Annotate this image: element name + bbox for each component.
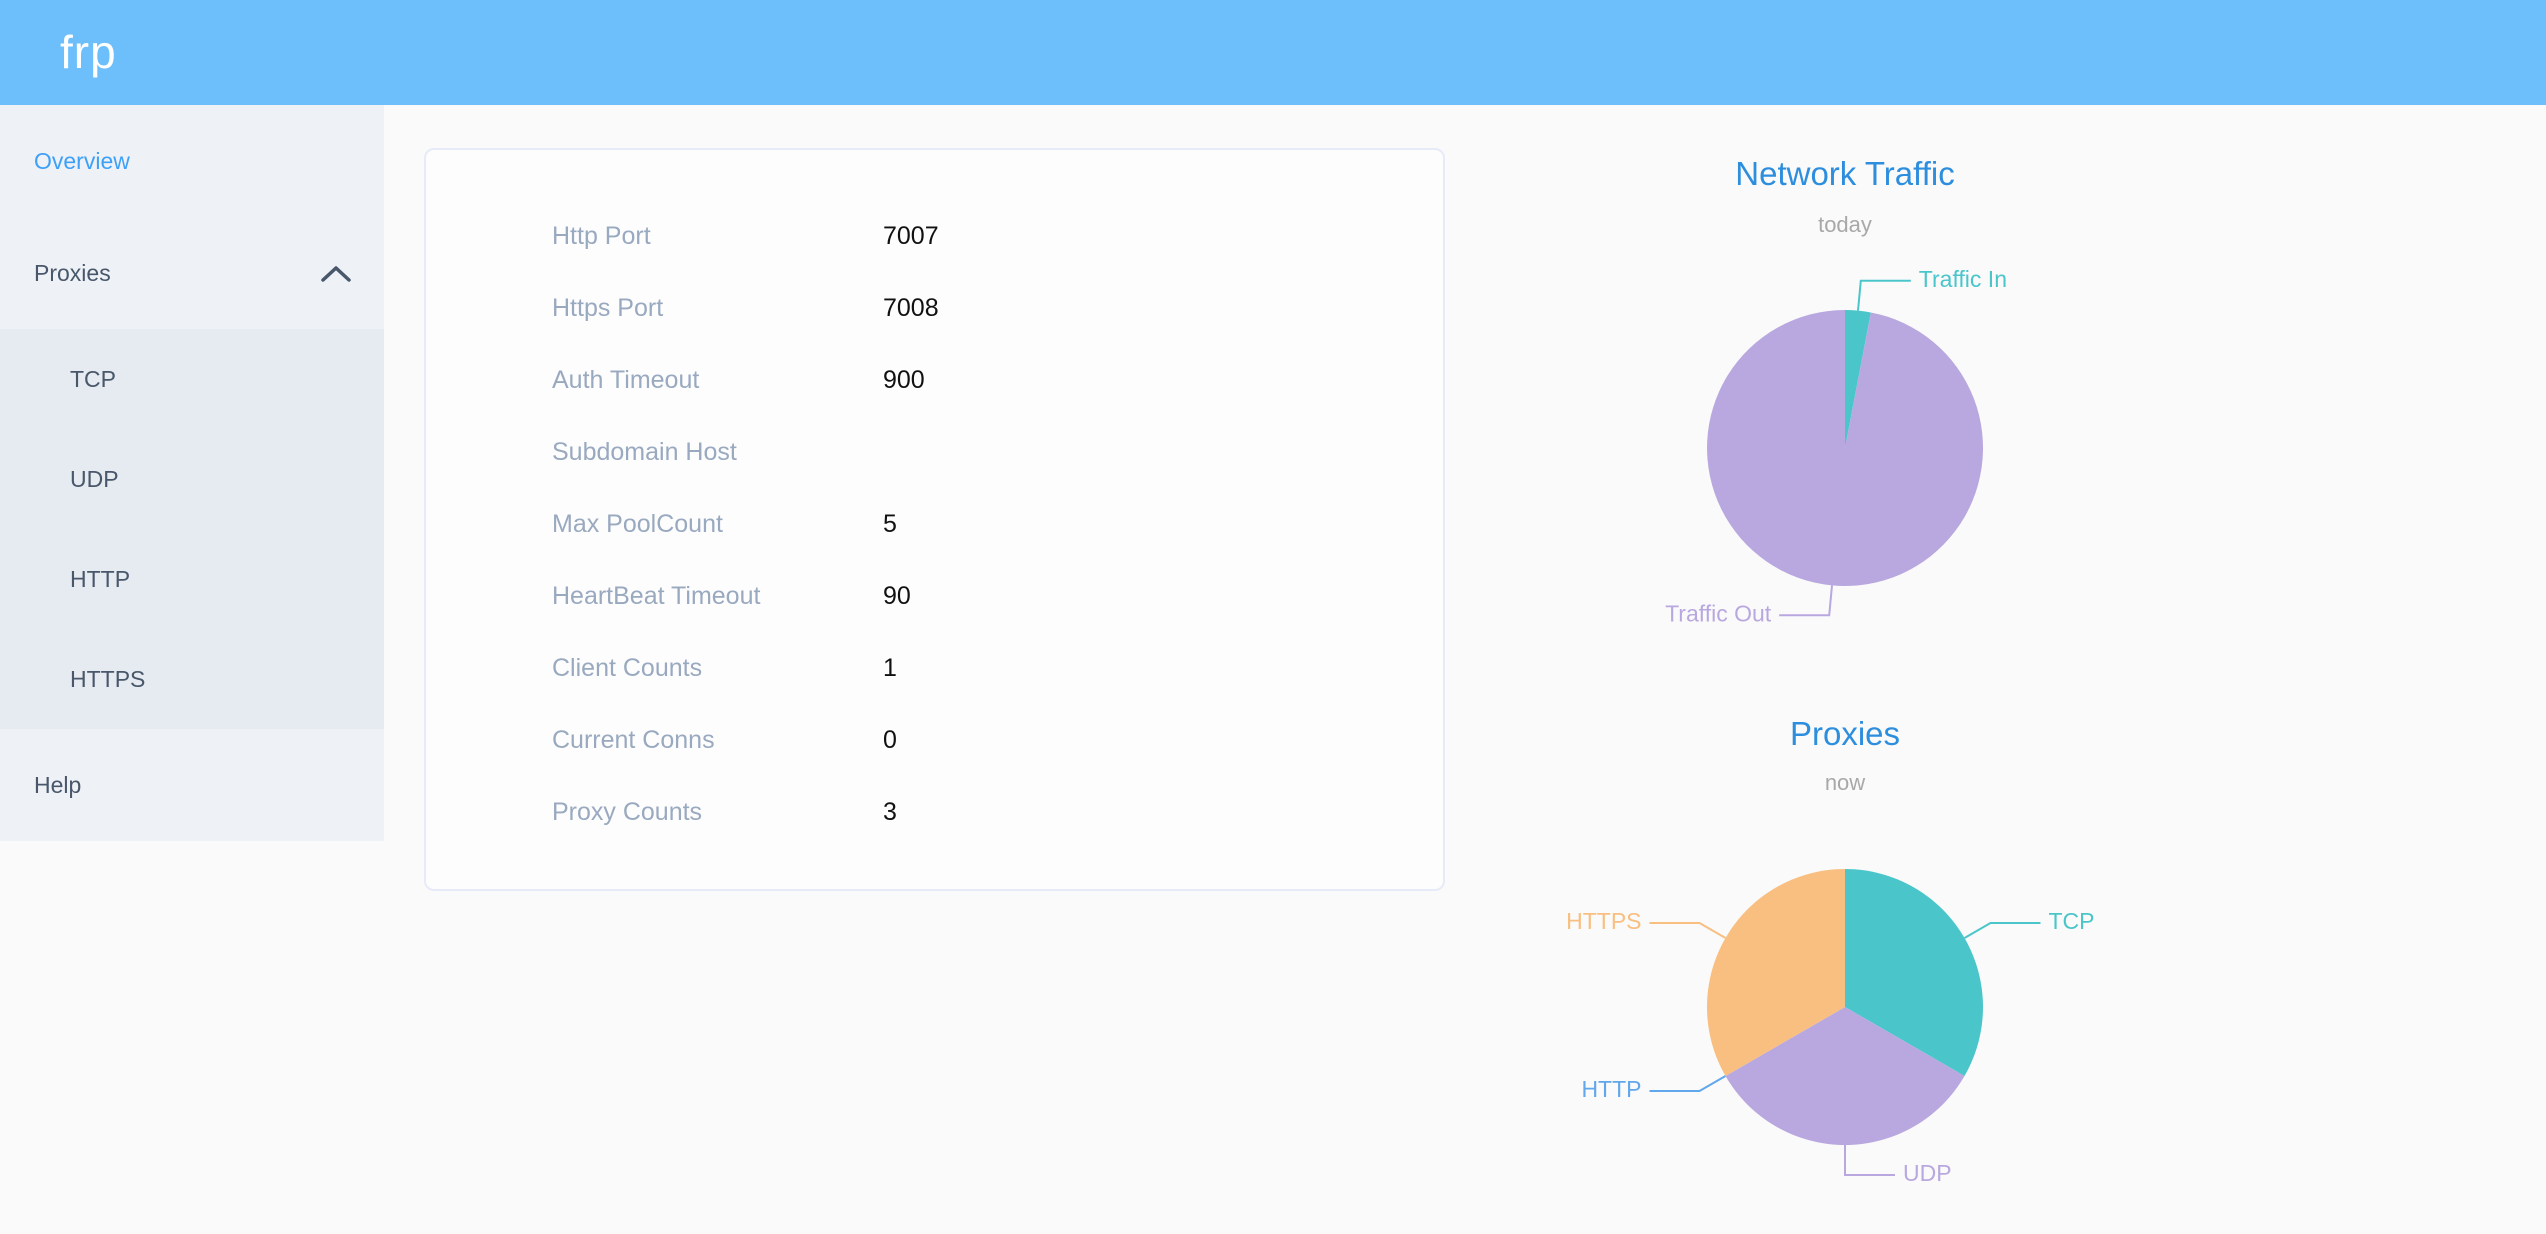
pie-label-line-udp bbox=[1844, 1145, 1895, 1176]
server-info-card: Http Port 7007 Https Port 7008 Auth Time… bbox=[424, 148, 1445, 891]
proxies-subtitle: now bbox=[1824, 770, 1866, 795]
proxies-submenu: TCP UDP HTTP HTTPS bbox=[0, 329, 384, 729]
sidebar-item-help-label: Help bbox=[34, 772, 82, 798]
info-row-current-conns: Current Conns 0 bbox=[426, 704, 1443, 776]
info-label: Max PoolCount bbox=[552, 509, 723, 538]
info-value: 90 bbox=[883, 581, 911, 610]
proxies-pie-chart[interactable]: TCP UDP HTTP HTTPS bbox=[1495, 816, 2195, 1216]
info-value: 7008 bbox=[883, 293, 939, 322]
info-label: Auth Timeout bbox=[552, 365, 700, 394]
pie-label-https: HTTPS bbox=[1566, 908, 1641, 934]
sidebar-item-http[interactable]: HTTP bbox=[0, 529, 384, 629]
info-row-max-poolcount: Max PoolCount 5 bbox=[426, 488, 1443, 560]
chevron-up-icon bbox=[321, 266, 351, 282]
pie-slice-udp[interactable] bbox=[1725, 1007, 1965, 1145]
app-logo: frp bbox=[60, 26, 117, 78]
pie-label-line-traffic-in bbox=[1856, 279, 1911, 311]
proxies-title: Proxies bbox=[1789, 715, 1901, 752]
network-traffic-pie-chart[interactable]: Traffic In Traffic Out bbox=[1495, 252, 2195, 652]
info-value: 0 bbox=[883, 725, 897, 754]
network-traffic-title: Network Traffic bbox=[1735, 155, 1955, 192]
info-row-auth-timeout: Auth Timeout 900 bbox=[426, 344, 1443, 416]
sidebar-item-udp-label: UDP bbox=[70, 466, 119, 492]
info-value: 5 bbox=[883, 509, 897, 538]
info-label: Http Port bbox=[552, 221, 651, 250]
info-label: Proxy Counts bbox=[552, 797, 703, 826]
info-row-https-port: Https Port 7008 bbox=[426, 272, 1443, 344]
sidebar-item-https[interactable]: HTTPS bbox=[0, 629, 384, 729]
pie-label-line-https bbox=[1649, 922, 1726, 939]
info-label: Current Conns bbox=[552, 725, 715, 754]
info-row-subdomain-host: Subdomain Host bbox=[426, 416, 1443, 488]
pie-label-line-tcp bbox=[1964, 922, 2041, 939]
sidebar-item-help[interactable]: Help bbox=[0, 729, 384, 841]
sidebar-item-http-label: HTTP bbox=[70, 566, 131, 592]
info-row-client-counts: Client Counts 1 bbox=[426, 632, 1443, 704]
pie-label-traffic-in: Traffic In bbox=[1919, 266, 2007, 292]
pie-slice-traffic-out[interactable] bbox=[1707, 310, 1984, 586]
sidebar-item-proxies-label: Proxies bbox=[34, 260, 111, 286]
info-row-http-port: Http Port 7007 bbox=[426, 200, 1443, 272]
pie-label-line-traffic-out bbox=[1779, 585, 1834, 617]
app-header: frp bbox=[0, 0, 2546, 105]
info-label: HeartBeat Timeout bbox=[552, 581, 761, 610]
pie-label-tcp: TCP bbox=[2048, 908, 2094, 934]
info-label: Client Counts bbox=[552, 653, 703, 682]
sidebar-item-tcp[interactable]: TCP bbox=[0, 329, 384, 429]
info-value: 900 bbox=[883, 365, 925, 394]
info-label: Https Port bbox=[552, 293, 664, 322]
pie-slice-tcp[interactable] bbox=[1845, 869, 1983, 1076]
sidebar: Overview Proxies TCP UDP HTTP HTTPS Help bbox=[0, 105, 384, 841]
info-value: 3 bbox=[883, 797, 897, 826]
pie-label-line-http bbox=[1649, 1075, 1726, 1092]
pie-label-udp: UDP bbox=[1903, 1160, 1952, 1186]
sidebar-item-overview-label: Overview bbox=[34, 148, 130, 174]
pie-slice-traffic-in[interactable] bbox=[1845, 310, 1871, 448]
info-row-proxy-counts: Proxy Counts 3 bbox=[426, 776, 1443, 848]
sidebar-item-proxies[interactable]: Proxies bbox=[0, 217, 384, 329]
sidebar-item-overview[interactable]: Overview bbox=[0, 105, 384, 217]
info-label: Subdomain Host bbox=[552, 437, 737, 466]
pie-label-http: HTTP bbox=[1581, 1076, 1641, 1102]
info-value: 7007 bbox=[883, 221, 939, 250]
sidebar-item-udp[interactable]: UDP bbox=[0, 429, 384, 529]
info-row-heartbeat-timeout: HeartBeat Timeout 90 bbox=[426, 560, 1443, 632]
network-traffic-subtitle: today bbox=[1818, 212, 1872, 237]
sidebar-item-tcp-label: TCP bbox=[70, 366, 116, 392]
sidebar-item-https-label: HTTPS bbox=[70, 666, 146, 692]
pie-slice-https[interactable] bbox=[1707, 869, 1845, 1076]
info-value: 1 bbox=[883, 653, 897, 682]
pie-label-traffic-out: Traffic Out bbox=[1665, 600, 1772, 626]
